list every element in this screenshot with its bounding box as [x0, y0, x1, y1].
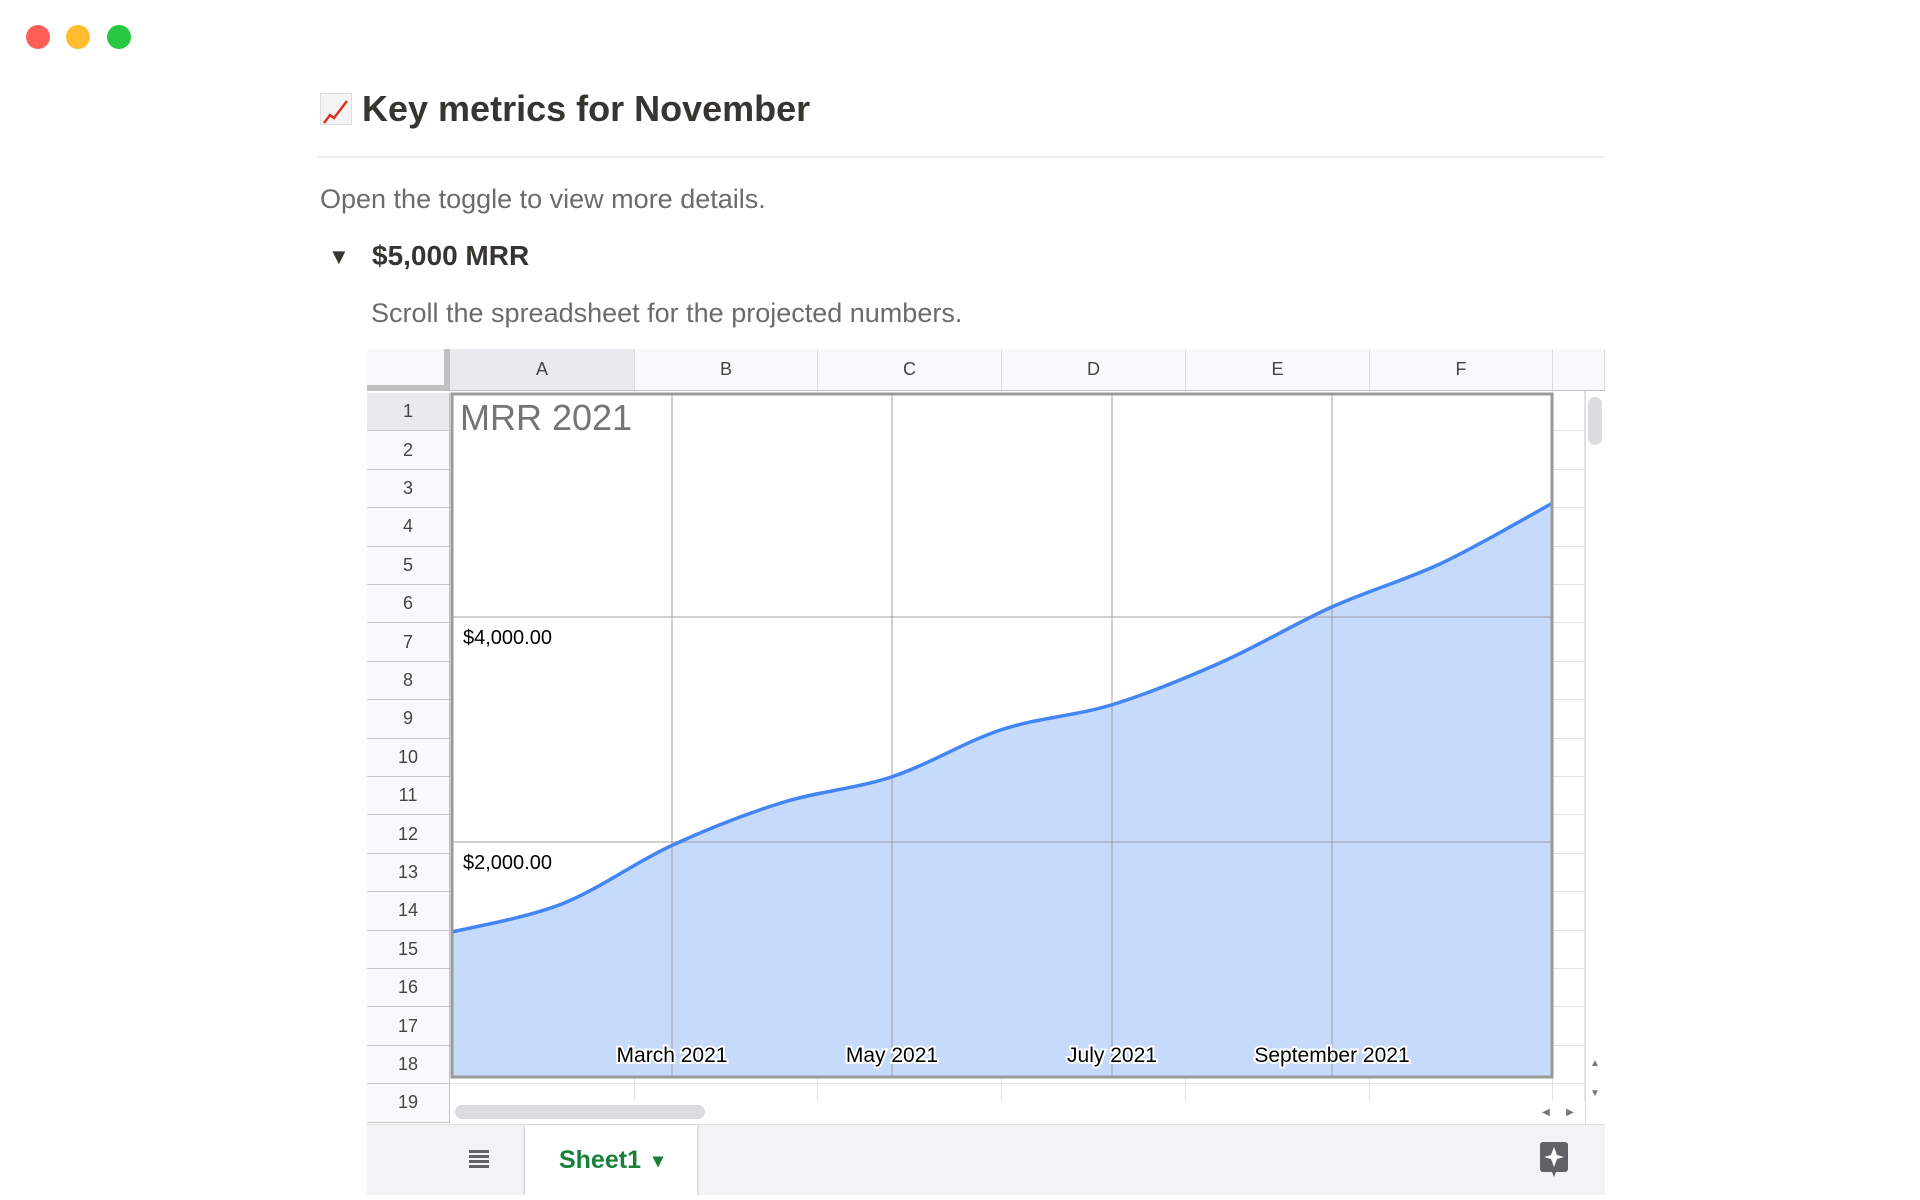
row-header-5[interactable]: 5 [367, 546, 450, 585]
row-header-14[interactable]: 14 [367, 892, 450, 931]
row-header-15[interactable]: 15 [367, 930, 450, 969]
all-sheets-menu-icon[interactable] [469, 1149, 489, 1169]
intro-text: Open the toggle to view more details. [320, 184, 766, 214]
chart-title: MRR 2021 [460, 397, 632, 438]
row-header-16[interactable]: 16 [367, 969, 450, 1008]
scroll-left-arrow[interactable]: ◀ [1542, 1107, 1550, 1118]
vertical-scrollbar-thumb[interactable] [1588, 397, 1602, 445]
page-title-text: Key metrics for November [362, 88, 811, 129]
row-header-19[interactable]: 19 [367, 1084, 450, 1123]
row-header-11[interactable]: 11 [367, 777, 450, 816]
chart-increasing-icon [320, 93, 352, 125]
y-tick-label: $2,000.00 [463, 852, 552, 874]
column-header-a[interactable]: A [450, 349, 635, 391]
column-header-e[interactable]: E [1186, 349, 1370, 391]
horizontal-scrollbar-track[interactable] [450, 1101, 1585, 1124]
series-line [451, 501, 1553, 934]
scroll-right-arrow[interactable]: ▶ [1566, 1107, 1574, 1118]
column-header-b[interactable]: B [635, 349, 818, 391]
window-close-button[interactable] [26, 25, 50, 49]
x-tick-label: May 2021 [846, 1044, 938, 1067]
row-header-7[interactable]: 7 [367, 623, 450, 662]
chart-border [450, 392, 1554, 1079]
title-divider [317, 156, 1605, 158]
scroll-down-arrow[interactable]: ▼ [1590, 1088, 1600, 1099]
x-tick-label: September 2021 [1254, 1044, 1409, 1067]
y-tick-label: $4,000.00 [463, 627, 552, 649]
sheet-tab-label: Sheet1 [558, 1146, 641, 1174]
column-header-extra[interactable] [1553, 349, 1605, 391]
column-gridline [1584, 391, 1585, 1111]
page-title: Key metrics for November [320, 88, 810, 130]
row-header-1[interactable]: 1 [367, 393, 450, 432]
row-header-3[interactable]: 3 [367, 469, 450, 509]
row-header-17[interactable]: 17 [367, 1007, 450, 1046]
row-header-8[interactable]: 8 [367, 661, 450, 701]
window-minimize-button[interactable] [66, 25, 90, 49]
row-header-10[interactable]: 10 [367, 738, 450, 777]
scroll-up-arrow[interactable]: ▲ [1590, 1058, 1600, 1069]
column-header-c[interactable]: C [818, 349, 1002, 391]
toggle-triangle-icon[interactable]: ▼ [328, 244, 350, 269]
window-zoom-button[interactable] [107, 25, 131, 49]
vertical-scrollbar-track[interactable] [1585, 391, 1605, 1124]
toggle-heading[interactable]: $5,000 MRR [372, 240, 530, 271]
row-header-12[interactable]: 12 [367, 815, 450, 854]
row-header-4[interactable]: 4 [367, 508, 450, 547]
row-header-13[interactable]: 13 [367, 853, 450, 893]
select-all-corner[interactable] [367, 349, 450, 391]
row-gridline [450, 1083, 1585, 1085]
sheet-bottom-bar: Sheet1 ▾ [367, 1124, 1605, 1195]
toggle-body-text: Scroll the spreadsheet for the projected… [371, 298, 963, 328]
row-header-6[interactable]: 6 [367, 585, 450, 624]
row-header-18[interactable]: 18 [367, 1045, 450, 1085]
column-header-f[interactable]: F [1370, 349, 1553, 391]
x-tick-label: March 2021 [617, 1044, 728, 1067]
sheet-tab-dropdown-icon[interactable]: ▾ [652, 1150, 664, 1172]
row-header-9[interactable]: 9 [367, 700, 450, 739]
area-fill [452, 503, 1552, 1077]
explore-icon[interactable] [1539, 1141, 1569, 1184]
x-tick-label: July 2021 [1067, 1044, 1157, 1067]
row-header-2[interactable]: 2 [367, 431, 450, 470]
column-header-d[interactable]: D [1002, 349, 1186, 391]
sheet-tab-sheet1[interactable]: Sheet1 ▾ [525, 1125, 697, 1195]
horizontal-scrollbar-thumb[interactable] [455, 1105, 705, 1119]
